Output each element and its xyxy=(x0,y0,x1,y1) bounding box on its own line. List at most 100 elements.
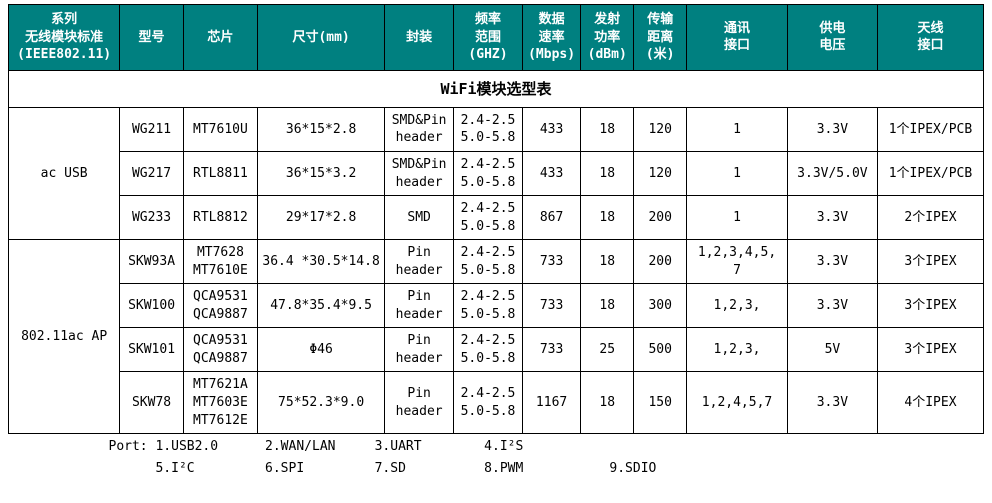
table-row: 802.11ac APSKW93AMT7628 MT7610E36.4 *30.… xyxy=(9,240,984,284)
cell-model: SKW101 xyxy=(120,328,184,372)
cell-rate: 733 xyxy=(522,284,580,328)
cell-volt: 3.3V xyxy=(787,240,877,284)
cell-size: 47.8*35.4*9.5 xyxy=(258,284,385,328)
col-antenna: 天线 接口 xyxy=(877,5,983,71)
cell-model: WG211 xyxy=(120,107,184,151)
cell-chip: RTL8811 xyxy=(183,151,257,195)
table-title-row: WiFi模块选型表 xyxy=(9,70,984,107)
col-series: 系列 无线模块标准 (IEEE802.11) xyxy=(9,5,120,71)
cell-size: Φ46 xyxy=(258,328,385,372)
cell-port: 1 xyxy=(687,196,788,240)
cell-rate: 1167 xyxy=(522,372,580,434)
cell-freq: 2.4-2.5 5.0-5.8 xyxy=(454,196,523,240)
cell-size: 36*15*2.8 xyxy=(258,107,385,151)
cell-chip: MT7628 MT7610E xyxy=(183,240,257,284)
cell-port: 1,2,3,4,5, 7 xyxy=(687,240,788,284)
cell-ant: 3个IPEX xyxy=(877,284,983,328)
cell-rate: 733 xyxy=(522,328,580,372)
cell-port: 1,2,4,5,7 xyxy=(687,372,788,434)
cell-pkg: Pin header xyxy=(385,372,454,434)
table-row: SKW100QCA9531 QCA988747.8*35.4*9.5Pin he… xyxy=(9,284,984,328)
cell-port: 1 xyxy=(687,151,788,195)
cell-chip: RTL8812 xyxy=(183,196,257,240)
cell-rate: 433 xyxy=(522,107,580,151)
col-port: 通讯 接口 xyxy=(687,5,788,71)
cell-tx: 18 xyxy=(581,107,634,151)
cell-size: 36*15*3.2 xyxy=(258,151,385,195)
cell-dist: 120 xyxy=(634,151,687,195)
col-voltage: 供电 电压 xyxy=(787,5,877,71)
cell-ant: 1个IPEX/PCB xyxy=(877,107,983,151)
cell-freq: 2.4-2.5 5.0-5.8 xyxy=(454,372,523,434)
cell-dist: 120 xyxy=(634,107,687,151)
cell-freq: 2.4-2.5 5.0-5.8 xyxy=(454,151,523,195)
cell-volt: 3.3V xyxy=(787,372,877,434)
cell-model: WG217 xyxy=(120,151,184,195)
cell-ant: 1个IPEX/PCB xyxy=(877,151,983,195)
cell-dist: 200 xyxy=(634,240,687,284)
cell-chip: QCA9531 QCA9887 xyxy=(183,328,257,372)
col-size: 尺寸(mm) xyxy=(258,5,385,71)
cell-size: 75*52.3*9.0 xyxy=(258,372,385,434)
cell-model: SKW78 xyxy=(120,372,184,434)
cell-tx: 18 xyxy=(581,151,634,195)
cell-port: 1,2,3, xyxy=(687,328,788,372)
table-row: SKW78MT7621A MT7603E MT7612E75*52.3*9.0P… xyxy=(9,372,984,434)
cell-chip: MT7610U xyxy=(183,107,257,151)
cell-tx: 25 xyxy=(581,328,634,372)
cell-pkg: SMD xyxy=(385,196,454,240)
cell-size: 36.4 *30.5*14.8 xyxy=(258,240,385,284)
col-chip: 芯片 xyxy=(183,5,257,71)
cell-model: SKW93A xyxy=(120,240,184,284)
legend-row-1: Port: 1.USB2.0 2.WAN/LAN 3.UART 4.I²S xyxy=(9,434,984,456)
cell-volt: 5V xyxy=(787,328,877,372)
cell-ant: 3个IPEX xyxy=(877,240,983,284)
cell-dist: 200 xyxy=(634,196,687,240)
cell-pkg: SMD&Pin header xyxy=(385,151,454,195)
cell-volt: 3.3V xyxy=(787,196,877,240)
cell-rate: 867 xyxy=(522,196,580,240)
col-package: 封装 xyxy=(385,5,454,71)
cell-freq: 2.4-2.5 5.0-5.8 xyxy=(454,240,523,284)
legend-line-2: 5.I²C 6.SPI 7.SD 8.PWM 9.SDIO xyxy=(9,456,984,478)
cell-series: ac USB xyxy=(9,107,120,239)
cell-dist: 500 xyxy=(634,328,687,372)
cell-freq: 2.4-2.5 5.0-5.8 xyxy=(454,284,523,328)
cell-volt: 3.3V xyxy=(787,284,877,328)
table-body: ac USBWG211MT7610U36*15*2.8SMD&Pin heade… xyxy=(9,107,984,433)
cell-ant: 3个IPEX xyxy=(877,328,983,372)
cell-chip: QCA9531 QCA9887 xyxy=(183,284,257,328)
wifi-module-table: WiFi模块选型表 系列 无线模块标准 (IEEE802.11) 型号 芯片 尺… xyxy=(8,4,984,477)
cell-pkg: Pin header xyxy=(385,328,454,372)
legend-line-1: Port: 1.USB2.0 2.WAN/LAN 3.UART 4.I²S xyxy=(9,434,984,456)
cell-tx: 18 xyxy=(581,372,634,434)
cell-tx: 18 xyxy=(581,284,634,328)
col-distance: 传输 距离 (米) xyxy=(634,5,687,71)
cell-size: 29*17*2.8 xyxy=(258,196,385,240)
cell-tx: 18 xyxy=(581,196,634,240)
cell-volt: 3.3V xyxy=(787,107,877,151)
cell-pkg: Pin header xyxy=(385,240,454,284)
cell-ant: 4个IPEX xyxy=(877,372,983,434)
table-row: WG233RTL881229*17*2.8SMD2.4-2.5 5.0-5.88… xyxy=(9,196,984,240)
table-title: WiFi模块选型表 xyxy=(9,70,984,107)
table-row: SKW101QCA9531 QCA9887Φ46Pin header2.4-2.… xyxy=(9,328,984,372)
cell-chip: MT7621A MT7603E MT7612E xyxy=(183,372,257,434)
cell-model: WG233 xyxy=(120,196,184,240)
legend-row-2: 5.I²C 6.SPI 7.SD 8.PWM 9.SDIO xyxy=(9,456,984,478)
col-model: 型号 xyxy=(120,5,184,71)
cell-pkg: Pin header xyxy=(385,284,454,328)
cell-rate: 433 xyxy=(522,151,580,195)
cell-rate: 733 xyxy=(522,240,580,284)
cell-model: SKW100 xyxy=(120,284,184,328)
cell-dist: 150 xyxy=(634,372,687,434)
cell-port: 1 xyxy=(687,107,788,151)
cell-freq: 2.4-2.5 5.0-5.8 xyxy=(454,328,523,372)
col-freq: 频率 范围 (GHZ) xyxy=(454,5,523,71)
cell-volt: 3.3V/5.0V xyxy=(787,151,877,195)
cell-pkg: SMD&Pin header xyxy=(385,107,454,151)
col-txpower: 发射 功率 (dBm) xyxy=(581,5,634,71)
cell-ant: 2个IPEX xyxy=(877,196,983,240)
table-row: ac USBWG211MT7610U36*15*2.8SMD&Pin heade… xyxy=(9,107,984,151)
cell-freq: 2.4-2.5 5.0-5.8 xyxy=(454,107,523,151)
